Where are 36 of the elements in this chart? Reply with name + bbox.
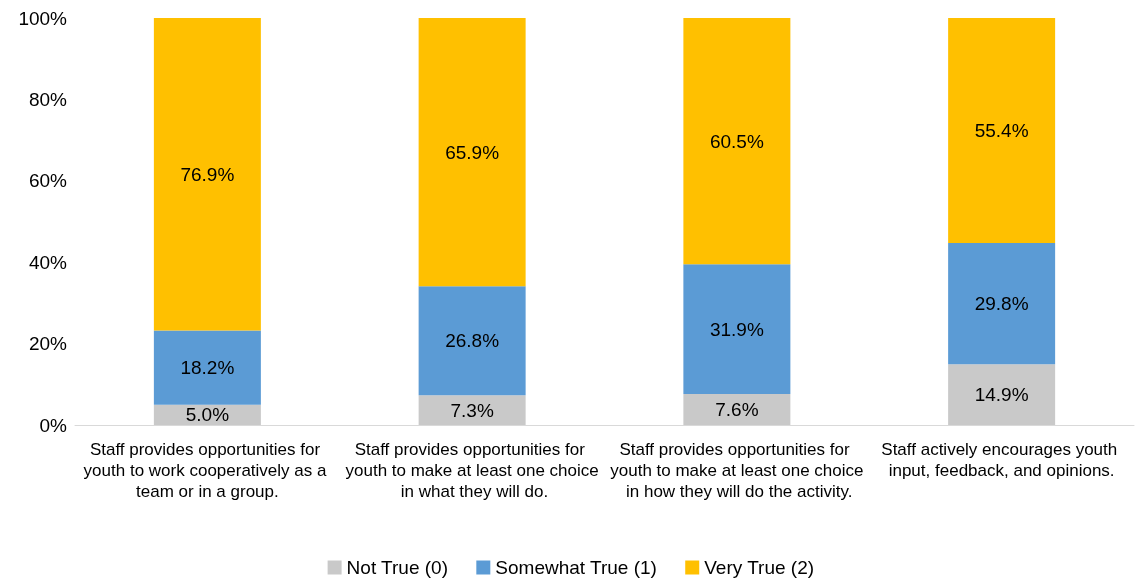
bar bbox=[418, 18, 526, 287]
data-label: 60.5% bbox=[709, 130, 764, 152]
bar bbox=[153, 330, 261, 405]
data-label: 5.0% bbox=[185, 404, 230, 426]
bar bbox=[948, 243, 1056, 365]
bar bbox=[683, 18, 791, 265]
bar bbox=[683, 264, 791, 395]
bar bbox=[683, 394, 791, 425]
data-label: 55.4% bbox=[974, 120, 1029, 142]
data-label: 7.6% bbox=[715, 399, 759, 421]
legend-label: Not True (0) bbox=[346, 557, 448, 578]
data-label: 31.9% bbox=[709, 318, 764, 340]
legend-label: Very True (2) bbox=[704, 557, 815, 578]
bar bbox=[948, 18, 1056, 244]
y-tick-label: 80% bbox=[28, 88, 68, 110]
y-tick-label: 20% bbox=[28, 333, 68, 355]
bar bbox=[418, 395, 526, 425]
y-tick-label: 40% bbox=[28, 251, 68, 273]
y-tick-label: 100% bbox=[18, 7, 68, 29]
data-label: 29.8% bbox=[974, 293, 1029, 315]
bar bbox=[948, 364, 1056, 425]
data-label: 7.3% bbox=[450, 399, 494, 421]
data-label: 14.9% bbox=[974, 384, 1029, 406]
legend-label: Somewhat True (1) bbox=[495, 557, 657, 578]
data-label: 26.8% bbox=[445, 330, 500, 352]
data-label: 76.9% bbox=[180, 163, 235, 185]
x-tick-label: Staff provides opportunities for youth to make at least one choice in how they will do the activity. bbox=[610, 440, 864, 501]
data-label: 65.9% bbox=[445, 141, 500, 163]
bar bbox=[153, 18, 261, 331]
x-tick-label: Staff actively encourages youth input, feedback, and opinions. bbox=[881, 440, 1122, 480]
y-tick-label: 0% bbox=[39, 414, 68, 436]
data-label: 18.2% bbox=[180, 357, 235, 379]
bar bbox=[418, 286, 526, 396]
x-tick-label: Staff provides opportunities for youth to make at least one choice in what they will do. bbox=[345, 440, 599, 501]
x-tick-label: Staff provides opportunities for youth to work cooperatively as a team or in a group. bbox=[83, 440, 332, 501]
y-tick-label: 60% bbox=[28, 170, 68, 192]
